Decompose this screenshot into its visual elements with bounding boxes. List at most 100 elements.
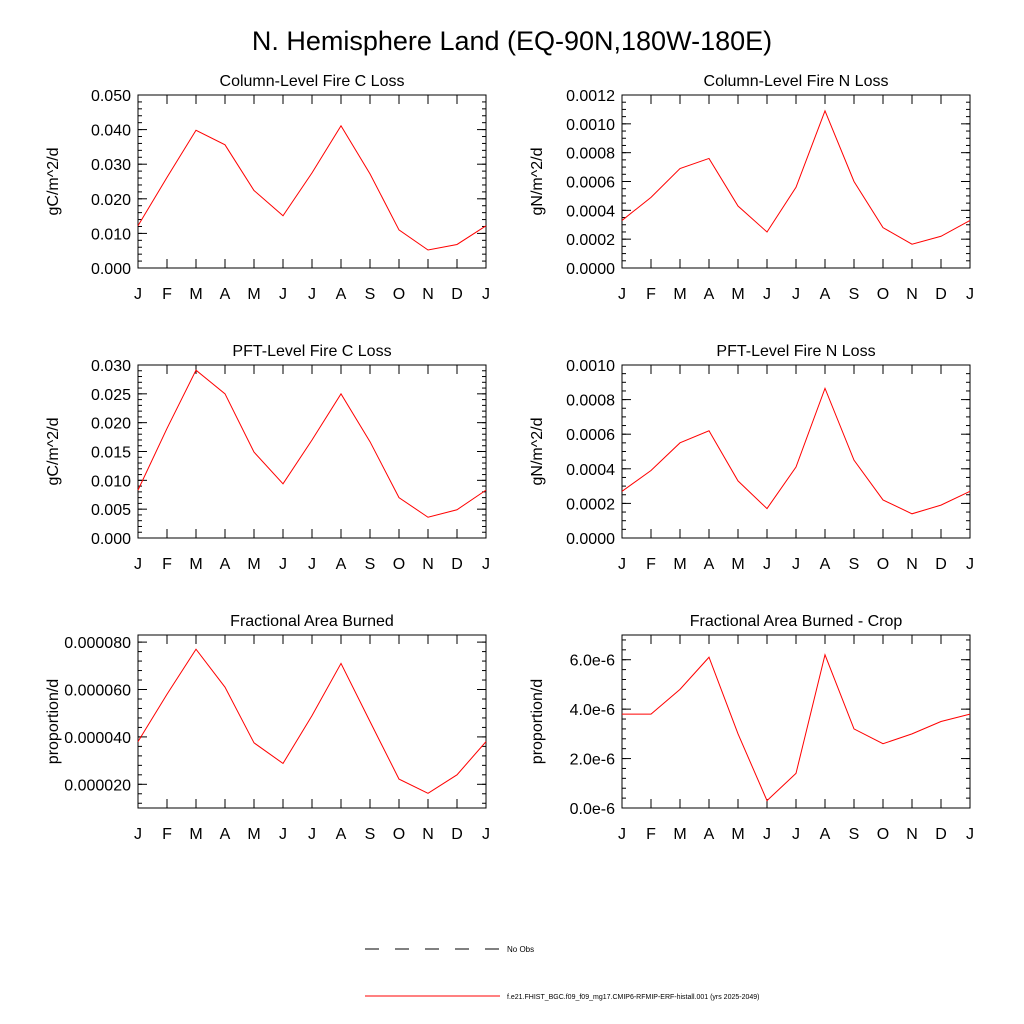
y-tick-label: 0.030 (91, 157, 131, 174)
x-tick-label: J (618, 286, 626, 303)
y-tick-label: 0.010 (91, 473, 131, 490)
x-tick-label: A (220, 556, 231, 573)
x-tick-label: F (646, 826, 656, 843)
series-line (621, 109, 971, 245)
x-tick-label: F (162, 556, 172, 573)
x-tick-label: M (731, 556, 744, 573)
y-tick-label: 0.0004 (566, 203, 615, 220)
y-tick-label: 0.000 (91, 531, 131, 548)
y-tick-label: 0.0004 (566, 462, 615, 479)
x-tick-label: J (792, 826, 800, 843)
x-tick-label: N (906, 286, 918, 303)
x-tick-label: M (247, 286, 260, 303)
y-tick-label: 2.0e-6 (570, 752, 615, 769)
plot-frame (137, 94, 487, 269)
y-tick-label: 0.020 (91, 192, 131, 209)
x-tick-label: J (134, 286, 142, 303)
x-tick-label: J (763, 556, 771, 573)
x-tick-label: M (673, 826, 686, 843)
x-tick-label: J (763, 286, 771, 303)
y-tick-label: 0.040 (91, 123, 131, 140)
y-tick-label: 0.0006 (566, 427, 615, 444)
y-tick-label: 0.0008 (566, 146, 615, 163)
chart-title: PFT-Level Fire N Loss (716, 343, 875, 360)
plot-frame (137, 364, 487, 539)
x-tick-label: N (422, 286, 434, 303)
x-tick-label: O (877, 826, 889, 843)
chart-panel-4: PFT-Level Fire N Loss gN/m^2/d 0.0000 0.000… (529, 343, 974, 573)
y-tick-label: 0.000 (91, 261, 131, 278)
plot-frame (621, 94, 971, 269)
x-tick-label: J (134, 826, 142, 843)
x-tick-label: D (451, 286, 463, 303)
x-tick-label: A (336, 556, 347, 573)
x-tick-label: O (393, 556, 405, 573)
x-tick-label: J (618, 556, 626, 573)
series-line (137, 124, 487, 251)
x-tick-label: F (162, 286, 172, 303)
y-tick-label: 0.000060 (64, 683, 131, 700)
x-tick-label: D (451, 826, 463, 843)
x-tick-label: J (308, 826, 316, 843)
x-tick-label: D (451, 556, 463, 573)
y-axis-label: gN/m^2/d (529, 148, 546, 216)
x-tick-label: N (422, 826, 434, 843)
figure-title: N. Hemisphere Land (EQ-90N,180W-180E) (252, 26, 772, 56)
x-tick-label: J (482, 826, 490, 843)
y-axis-label: proportion/d (45, 679, 62, 764)
chart-panel-5: Fractional Area Burnedproportion/d0.0000… (45, 613, 490, 843)
chart-title: Fractional Area Burned (230, 613, 394, 630)
y-tick-label: 0.0006 (566, 175, 615, 192)
x-tick-label: J (308, 556, 316, 573)
y-tick-label: 0.0012 (566, 88, 615, 105)
legend: No Obs f.e21.FHIST_BGC.f09_f09_mg17.CMIP… (365, 945, 760, 1001)
y-tick-label: 0.0008 (566, 393, 615, 410)
series-line (622, 653, 971, 802)
legend-label-model: f.e21.FHIST_BGC.f09_f09_mg17.CMIP6-RFMIP… (507, 994, 760, 1001)
x-tick-label: D (935, 826, 947, 843)
x-tick-label: A (220, 826, 231, 843)
y-axis-label: proportion/d (529, 679, 546, 764)
y-tick-label: 4.0e-6 (570, 702, 615, 719)
x-tick-label: A (220, 286, 231, 303)
chart-panel-2: Column-Level Fire N Loss gN/m^2/d 0.0000 0.… (529, 73, 974, 303)
x-tick-label: J (134, 556, 142, 573)
y-tick-label: 0.0e-6 (570, 801, 615, 818)
x-tick-label: D (935, 556, 947, 573)
x-tick-label: O (393, 826, 405, 843)
x-tick-label: A (336, 286, 347, 303)
x-tick-label: A (704, 826, 715, 843)
y-tick-label: 0.0002 (566, 232, 615, 249)
y-tick-label: 0.000040 (64, 730, 131, 747)
x-tick-label: S (849, 286, 860, 303)
y-tick-label: 0.000020 (64, 777, 131, 794)
legend-label-no-obs: No Obs (507, 945, 534, 954)
x-tick-label: M (731, 286, 744, 303)
panels: Column-Level Fire C Loss gC/m^2/d 0.000 0.0… (45, 73, 974, 843)
y-tick-label: 0.0000 (566, 531, 615, 548)
x-tick-label: S (365, 286, 376, 303)
x-tick-label: M (731, 826, 744, 843)
chart-panel-3: PFT-Level Fire C Loss gC/m^2/d 0.000 0.005 0… (45, 343, 490, 573)
chart-title: Column-Level Fire C Loss (220, 73, 405, 90)
chart-title: Column-Level Fire N Loss (704, 73, 889, 90)
x-tick-label: O (393, 286, 405, 303)
y-axis-label: gN/m^2/d (529, 418, 546, 486)
chart-panel-1: Column-Level Fire C Loss gC/m^2/d 0.000 0.0… (45, 73, 490, 303)
y-tick-label: 0.0010 (566, 358, 615, 375)
y-axis-label: gC/m^2/d (45, 148, 62, 216)
x-tick-label: J (482, 556, 490, 573)
x-tick-label: O (877, 286, 889, 303)
x-tick-label: F (162, 826, 172, 843)
chart-title: PFT-Level Fire C Loss (232, 343, 391, 360)
y-tick-label: 6.0e-6 (570, 653, 615, 670)
x-tick-label: M (247, 826, 260, 843)
y-tick-label: 0.0002 (566, 496, 615, 513)
x-tick-label: M (189, 286, 202, 303)
x-tick-label: J (618, 826, 626, 843)
x-tick-label: M (189, 826, 202, 843)
y-tick-label: 0.000080 (64, 635, 131, 652)
x-tick-label: A (704, 286, 715, 303)
x-tick-label: O (877, 556, 889, 573)
